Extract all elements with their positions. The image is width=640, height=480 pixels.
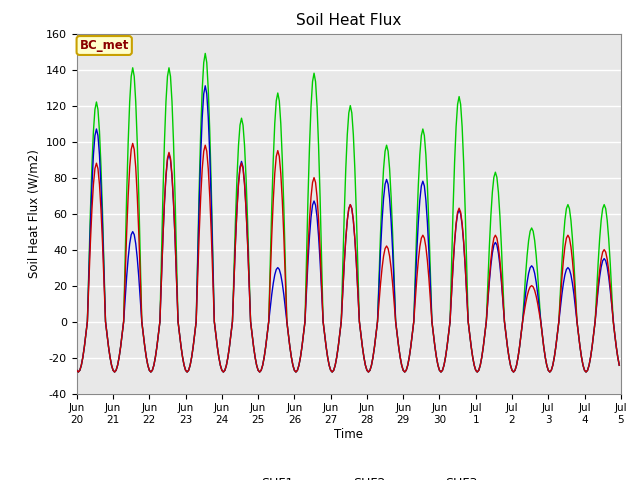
Legend: SHF1, SHF2, SHF3: SHF1, SHF2, SHF3 [214, 472, 483, 480]
Text: BC_met: BC_met [79, 39, 129, 52]
Title: Soil Heat Flux: Soil Heat Flux [296, 13, 401, 28]
X-axis label: Time: Time [334, 428, 364, 441]
Y-axis label: Soil Heat Flux (W/m2): Soil Heat Flux (W/m2) [28, 149, 40, 278]
